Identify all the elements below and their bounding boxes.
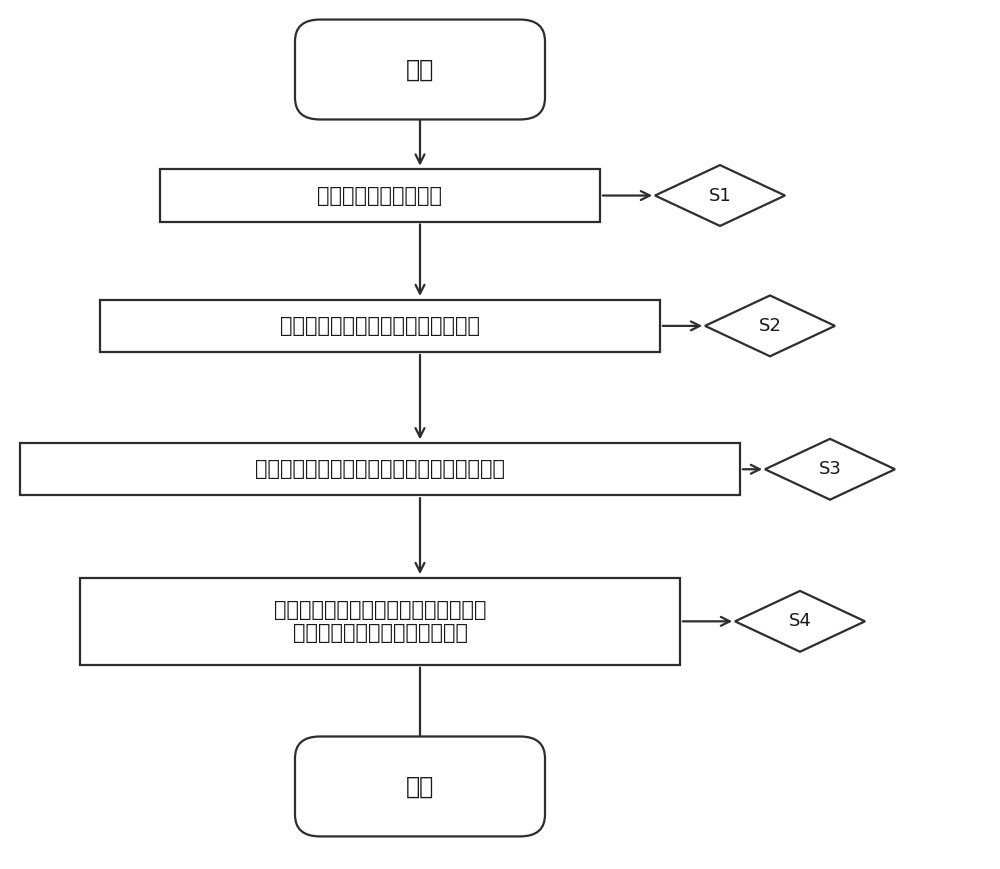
Text: 用键盘快捷键对勘探线设计剖面图推测
矿体进行连接圈定计算保存图形: 用键盘快捷键对勘探线设计剖面图推测 矿体进行连接圈定计算保存图形	[274, 600, 486, 643]
Text: S2: S2	[759, 317, 781, 335]
Text: S1: S1	[709, 187, 731, 204]
Text: S4: S4	[789, 613, 811, 630]
Bar	[20, 443, 740, 495]
Bar	[100, 300, 660, 352]
Polygon shape	[705, 295, 835, 356]
Bar	[160, 169, 600, 222]
Text: 开始: 开始	[406, 57, 434, 82]
Text: S3: S3	[819, 461, 841, 478]
Bar	[80, 578, 680, 665]
Text: 绘制勘探线设计剖面图图幅图框大小: 绘制勘探线设计剖面图图幅图框大小	[280, 315, 480, 336]
Polygon shape	[735, 591, 865, 652]
FancyBboxPatch shape	[295, 737, 545, 836]
FancyBboxPatch shape	[295, 19, 545, 119]
Polygon shape	[655, 165, 785, 226]
Text: 结束: 结束	[406, 774, 434, 799]
Text: 勘探线设计剖面图中所绘制钻孔进行层位划分: 勘探线设计剖面图中所绘制钻孔进行层位划分	[255, 459, 505, 480]
Text: 输入工作区名称及代码: 输入工作区名称及代码	[318, 185, 442, 206]
Polygon shape	[765, 439, 895, 500]
